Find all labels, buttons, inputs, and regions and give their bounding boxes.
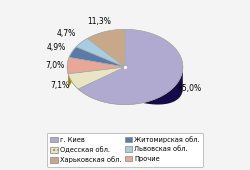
Polygon shape: [67, 57, 125, 74]
Text: 7,1%: 7,1%: [51, 81, 70, 90]
Text: 65,0%: 65,0%: [177, 84, 202, 93]
Text: 7,0%: 7,0%: [45, 61, 64, 70]
Polygon shape: [76, 38, 125, 67]
Text: 4,7%: 4,7%: [56, 29, 76, 38]
Polygon shape: [78, 62, 183, 105]
Polygon shape: [87, 29, 125, 67]
Polygon shape: [68, 67, 125, 89]
Polygon shape: [68, 68, 78, 89]
Text: 11,3%: 11,3%: [87, 17, 111, 26]
Text: 4,9%: 4,9%: [46, 43, 66, 52]
Polygon shape: [67, 61, 68, 74]
Legend: г. Киев, Одесская обл., Харьковская обл., Житомирская обл., Львовская обл., Проч: г. Киев, Одесская обл., Харьковская обл.…: [47, 133, 203, 167]
Polygon shape: [68, 68, 78, 89]
Polygon shape: [78, 62, 183, 105]
Polygon shape: [67, 61, 68, 74]
Polygon shape: [69, 47, 125, 67]
Polygon shape: [78, 29, 183, 105]
